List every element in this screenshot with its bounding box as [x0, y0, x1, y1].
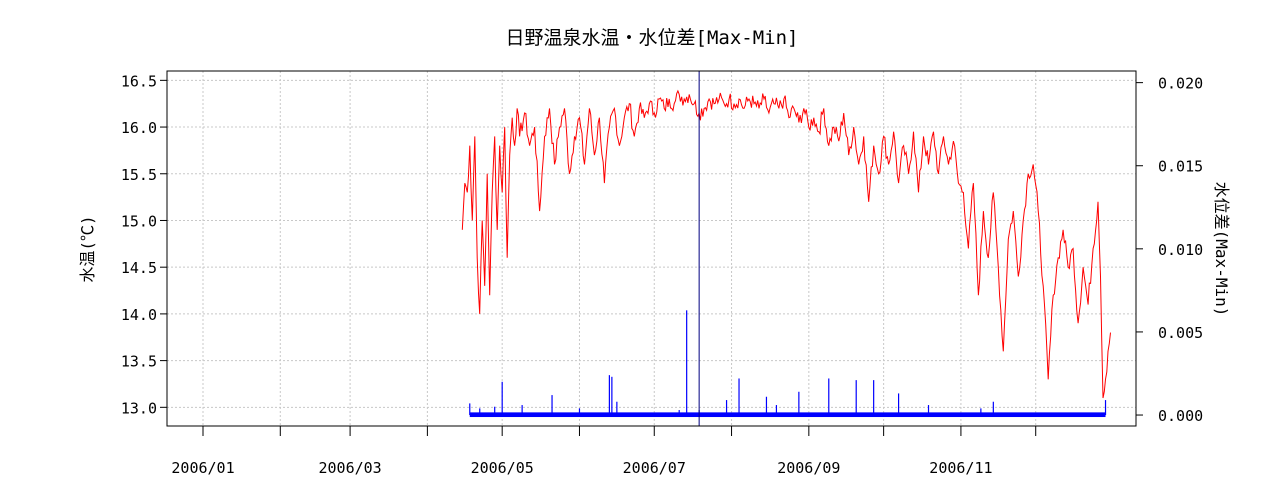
x-tick-label: 2006/01 — [171, 459, 234, 477]
y-tick-label: 16.0 — [121, 119, 157, 137]
y2-axis-title: 水位差(Max-Min) — [1212, 182, 1231, 317]
y-tick-label: 14.0 — [121, 306, 157, 324]
water-level-baseline — [469, 412, 1106, 418]
y-tick-label: 13.0 — [121, 399, 157, 417]
y2-tick-label: 0.020 — [1158, 75, 1203, 93]
y2-tick-label: 0.010 — [1158, 241, 1203, 259]
y2-tick-label: 0.015 — [1158, 158, 1203, 176]
y-axis-right: 0.000 0.005 0.010 0.015 0.020 — [1136, 75, 1203, 425]
y-tick-label: 15.5 — [121, 166, 157, 184]
series-layer — [461, 71, 1111, 426]
y-tick-label: 16.5 — [121, 72, 157, 90]
grid — [167, 71, 1136, 426]
x-tick-label: 2006/03 — [318, 459, 381, 477]
y-tick-label: 13.5 — [121, 353, 157, 371]
y-axis-title: 水温(℃) — [78, 215, 97, 282]
x-tick-label: 2006/11 — [929, 459, 992, 477]
y-tick-label: 14.5 — [121, 259, 157, 277]
x-axis: 2006/01 2006/03 2006/05 2006/07 2006/09 2006/… — [171, 426, 1037, 477]
y2-tick-label: 0.005 — [1158, 324, 1203, 342]
plot-frame — [166, 70, 1137, 427]
x-tick-label: 2006/05 — [471, 459, 534, 477]
x-tick-label: 2006/07 — [623, 459, 686, 477]
y-axis-left: 13.0 13.5 14.0 14.5 15.0 15.5 16.0 16.5 — [121, 72, 167, 417]
chart-title: 日野温泉水温・水位差[Max-Min] — [506, 27, 799, 49]
water-temperature-line — [461, 89, 1111, 399]
x-tick-label: 2006/09 — [777, 459, 840, 477]
y2-tick-label: 0.000 — [1158, 407, 1203, 425]
y-tick-label: 15.0 — [121, 212, 157, 230]
